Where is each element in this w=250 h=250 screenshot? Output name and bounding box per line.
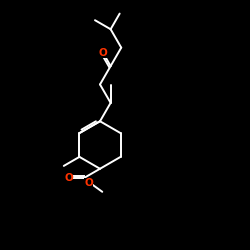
Text: O: O — [84, 178, 93, 188]
Text: O: O — [64, 173, 73, 183]
Text: O: O — [99, 48, 108, 58]
